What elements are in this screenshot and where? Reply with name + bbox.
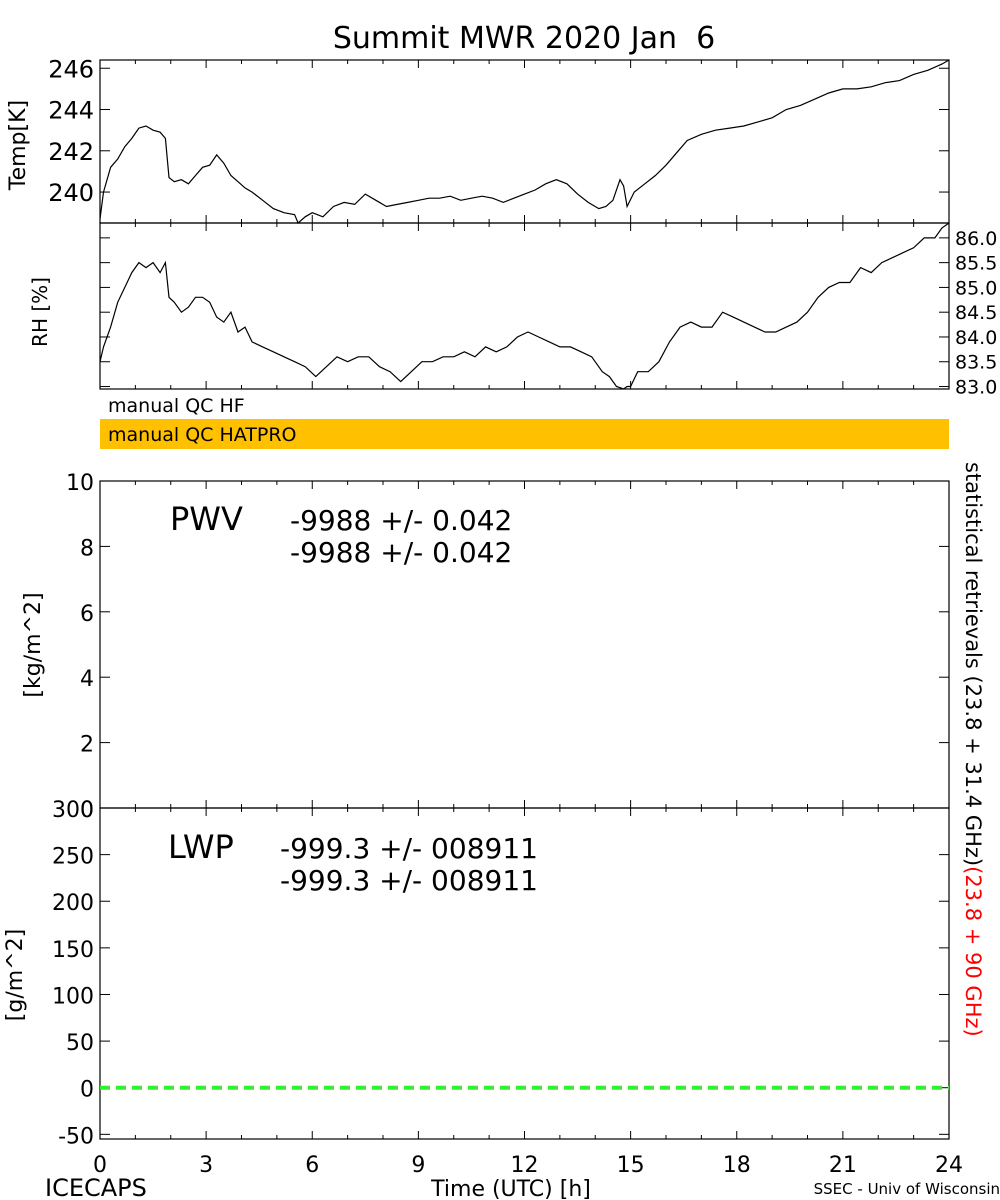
rh-ytick-label: 86.0 — [955, 228, 997, 250]
x-tick-label: 18 — [723, 1153, 751, 1178]
temp-panel: 240 242 244 246 Temp[K] — [6, 55, 950, 224]
temp-ytick-label: 242 — [48, 138, 94, 166]
pwv-ytick-label: 4 — [80, 667, 94, 692]
qc-hf-label: manual QC HF — [108, 395, 245, 417]
pwv-panel: 0 2 4 6 8 10 [kg/m^2] PWV -9988 +/- 0.042 -99… — [21, 471, 950, 823]
x-axis-label: Time (UTC) [h] — [430, 1177, 591, 1200]
x-tick-label: 24 — [935, 1153, 963, 1178]
rh-ytick-label: 84.5 — [955, 302, 997, 324]
lwp-ytick-label: 200 — [52, 891, 94, 916]
pwv-ytick-label: 10 — [66, 471, 94, 496]
rh-ylabel: RH [%] — [28, 277, 52, 347]
side-label-red: (23.8 + 90 GHz) — [961, 866, 985, 1037]
lwp-value-black: -999.3 +/- 008911 — [280, 832, 538, 865]
pwv-ytick-label: 8 — [80, 536, 94, 561]
pwv-value-black: -9988 +/- 0.042 — [290, 504, 512, 537]
lwp-label: LWP — [168, 828, 234, 866]
x-tick-label: 0 — [93, 1153, 107, 1178]
pwv-ytick-label: 2 — [80, 733, 94, 758]
lwp-ticks: -50 0 50 100 150 200 250 300 — [52, 798, 950, 1149]
footer-left: ICECAPS — [45, 1174, 147, 1200]
rh-ytick-label: 83.0 — [955, 377, 997, 399]
pwv-ytick-label: 6 — [80, 602, 94, 627]
rh-ticks: 83.0 83.5 84.0 84.5 85.085.5 86.0 — [99, 223, 997, 399]
side-label-black: statistical retrievals (23.8 + 31.4 GHz) — [961, 462, 985, 866]
figure-title: Summit MWR 2020 Jan 6 — [333, 21, 715, 56]
footer-right: SSEC - Univ of Wisconsin — [814, 1180, 1000, 1198]
lwp-ytick-label: 50 — [66, 1031, 94, 1056]
lwp-ytick-label: 250 — [52, 845, 94, 870]
x-tick-label: 15 — [617, 1153, 645, 1178]
lwp-ytick-label: 0 — [80, 1078, 94, 1103]
temp-ylabel: Temp[K] — [6, 100, 31, 191]
x-tick-label: 6 — [305, 1153, 319, 1178]
pwv-value-red: -9988 +/- 0.042 — [290, 536, 512, 569]
qc-bars: manual QC HF manual QC HATPRO — [100, 394, 949, 449]
pwv-ylabel: [kg/m^2] — [21, 592, 46, 697]
pwv-label: PWV — [170, 500, 243, 538]
lwp-ytick-label: 300 — [52, 798, 94, 823]
pwv-ytick-label: 0 — [80, 798, 94, 823]
x-tick-label: 21 — [829, 1153, 857, 1178]
lwp-ytick-label: -50 — [58, 1124, 94, 1149]
qc-hatpro-bar — [100, 419, 949, 449]
qc-hatpro-label: manual QC HATPRO — [108, 424, 297, 446]
temp-frame — [99, 59, 950, 224]
rh-panel: 83.0 83.5 84.0 84.5 85.085.5 86.0 RH [%] — [28, 222, 997, 399]
lwp-panel: -50 0 50 100 150 200 250 300 [g/m^2] LWP -999.3… — [3, 798, 950, 1149]
rh-series-line — [99, 222, 950, 390]
rh-ytick-label: 83.5 — [955, 352, 997, 374]
side-label: statistical retrievals (23.8 + 31.4 GHz)… — [961, 462, 985, 1037]
temp-ytick-label: 244 — [48, 97, 94, 125]
rh-ytick-label: 84.0 — [955, 327, 997, 349]
x-tick-label: 9 — [411, 1153, 425, 1178]
pwv-ticks: 0 2 4 6 8 10 — [66, 471, 950, 823]
rh-ytick-label: 85.5 — [955, 253, 997, 275]
temp-ytick-label: 246 — [48, 55, 94, 83]
lwp-ylabel: [g/m^2] — [3, 929, 28, 1021]
rh-frame — [99, 222, 950, 390]
lwp-ytick-label: 100 — [52, 984, 94, 1009]
lwp-ytick-label: 150 — [52, 938, 94, 963]
x-tick-labels: 0 3 6 9 12 15 18 21 24 — [93, 1153, 963, 1178]
temp-ticks: 240 242 244 246 — [48, 55, 950, 223]
x-tick-label: 3 — [199, 1153, 213, 1178]
qc-hf-bar — [100, 394, 949, 416]
x-tick-label: 12 — [511, 1153, 539, 1178]
temp-series-line — [99, 59, 950, 224]
temp-ytick-label: 240 — [48, 179, 94, 207]
lwp-value-red: -999.3 +/- 008911 — [280, 864, 538, 897]
rh-ytick-label: 85.0 — [955, 277, 997, 299]
